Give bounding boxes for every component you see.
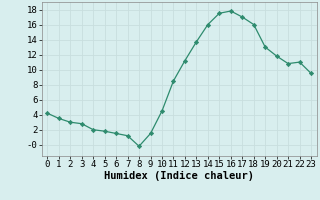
X-axis label: Humidex (Indice chaleur): Humidex (Indice chaleur) [104, 171, 254, 181]
